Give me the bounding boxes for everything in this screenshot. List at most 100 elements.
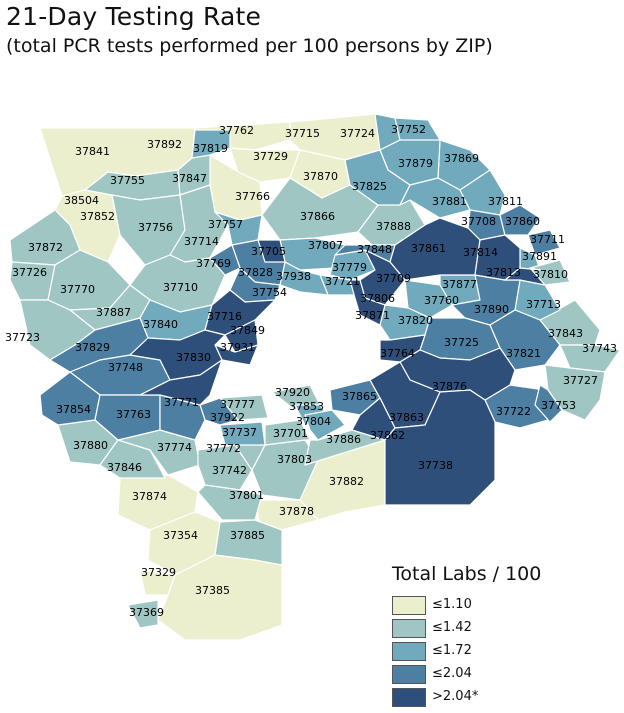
- zip-label-37841: 37841: [75, 145, 110, 158]
- zip-label-37774: 37774: [157, 441, 192, 454]
- zip-label-37860: 37860: [505, 215, 540, 228]
- zip-label-37716: 37716: [207, 310, 242, 323]
- zip-label-37724: 37724: [340, 127, 375, 140]
- zip-label-37811: 37811: [488, 195, 523, 208]
- zip-label-37769: 37769: [196, 257, 231, 270]
- region-37771: [139, 359, 223, 406]
- zip-label-37891: 37891: [522, 250, 557, 263]
- zip-label-37722: 37722: [496, 405, 531, 418]
- zip-label-37753: 37753: [541, 399, 576, 412]
- legend-label: >2.04*: [432, 689, 479, 704]
- zip-label-37828: 37828: [238, 266, 273, 279]
- zip-label-37922: 37922: [210, 411, 245, 424]
- legend-swatch: [392, 642, 426, 661]
- zip-label-37866: 37866: [300, 210, 335, 223]
- legend-swatch: [392, 665, 426, 684]
- zip-label-37886: 37886: [326, 433, 361, 446]
- region-37862: [351, 397, 396, 441]
- legend-label: ≤1.72: [432, 643, 472, 658]
- zip-label-37715: 37715: [285, 127, 320, 140]
- zip-label-37766: 37766: [235, 190, 270, 203]
- zip-label-37729: 37729: [253, 150, 288, 163]
- zip-label-37779: 37779: [332, 261, 367, 274]
- region-37804: [304, 409, 346, 441]
- zip-label-37890: 37890: [474, 303, 509, 316]
- zip-label-37705: 37705: [251, 245, 286, 258]
- zip-label-37710: 37710: [163, 281, 198, 294]
- zip-label-37821: 37821: [506, 347, 541, 360]
- legend-label: ≤1.10: [432, 597, 472, 612]
- zip-label-37814: 37814: [463, 246, 498, 259]
- legend-swatch: [392, 688, 426, 707]
- zip-label-37752: 37752: [391, 123, 426, 136]
- region-37881: [399, 177, 471, 219]
- zip-label-37829: 37829: [75, 341, 110, 354]
- region-37878: [254, 499, 319, 531]
- zip-label-37742: 37742: [212, 464, 247, 477]
- zip-label-37771: 37771: [164, 396, 199, 409]
- legend-swatch: [392, 619, 426, 638]
- zip-label-37853: 37853: [289, 400, 324, 413]
- zip-label-37743: 37743: [582, 342, 617, 355]
- zip-label-37738: 37738: [418, 459, 453, 472]
- zip-label-37820: 37820: [398, 314, 433, 327]
- zip-label-37848: 37848: [357, 243, 392, 256]
- zip-label-37737: 37737: [222, 426, 257, 439]
- region-37711: [527, 229, 561, 256]
- zip-label-37806: 37806: [360, 292, 395, 305]
- legend-title: Total Labs / 100: [392, 563, 542, 585]
- zip-label-37874: 37874: [132, 490, 167, 503]
- legend-label: ≤2.04: [432, 666, 472, 681]
- zip-label-37843: 37843: [548, 327, 583, 340]
- region-37737: [219, 421, 266, 446]
- zip-label-37803: 37803: [277, 453, 312, 466]
- zip-label-37764: 37764: [380, 347, 415, 360]
- zip-label-37881: 37881: [432, 195, 467, 208]
- zip-label-37840: 37840: [143, 318, 178, 331]
- zip-label-37807: 37807: [308, 239, 343, 252]
- region-37369: [127, 599, 159, 629]
- zip-label-37763: 37763: [116, 408, 151, 421]
- zip-label-37354: 37354: [163, 529, 198, 542]
- zip-label-37385: 37385: [195, 584, 230, 597]
- region-37738: [384, 389, 496, 506]
- region-37743: [559, 344, 621, 373]
- map-title: 21-Day Testing Rate: [6, 2, 262, 31]
- zip-label-37810: 37810: [533, 268, 568, 281]
- zip-label-37777: 37777: [220, 398, 255, 411]
- region-37819: [191, 129, 231, 159]
- zip-label-37888: 37888: [376, 220, 411, 233]
- region-37885: [214, 519, 283, 566]
- region-37886: [304, 429, 386, 466]
- zip-label-37713: 37713: [526, 298, 561, 311]
- zip-label-37876: 37876: [432, 380, 467, 393]
- zip-label-37726: 37726: [12, 266, 47, 279]
- zip-label-37885: 37885: [230, 529, 265, 542]
- zip-label-37760: 37760: [424, 294, 459, 307]
- region-37705: [257, 239, 286, 263]
- region-37811: [459, 169, 506, 216]
- zip-label-37757: 37757: [208, 218, 243, 231]
- zip-label-37813: 37813: [486, 266, 521, 279]
- zip-label-37938: 37938: [276, 270, 311, 283]
- zip-label-37872: 37872: [28, 241, 63, 254]
- zip-label-37931: 37931: [220, 341, 255, 354]
- zip-label-37748: 37748: [108, 361, 143, 374]
- zip-label-37879: 37879: [398, 157, 433, 170]
- zip-label-37846: 37846: [107, 461, 142, 474]
- zip-label-37882: 37882: [329, 475, 364, 488]
- zip-label-37701: 37701: [273, 427, 308, 440]
- zip-label-37762: 37762: [219, 124, 254, 137]
- zip-label-37711: 37711: [530, 233, 565, 246]
- zip-label-37723: 37723: [5, 331, 40, 344]
- zip-label-37830: 37830: [176, 351, 211, 364]
- region-37753: [534, 384, 563, 423]
- zip-label-37714: 37714: [184, 235, 219, 248]
- zip-label-37804: 37804: [296, 415, 331, 428]
- zip-label-37825: 37825: [352, 180, 387, 193]
- zip-label-37870: 37870: [303, 170, 338, 183]
- zip-label-37727: 37727: [563, 374, 598, 387]
- zip-label-37772: 37772: [206, 442, 241, 455]
- zip-label-37847: 37847: [172, 172, 207, 185]
